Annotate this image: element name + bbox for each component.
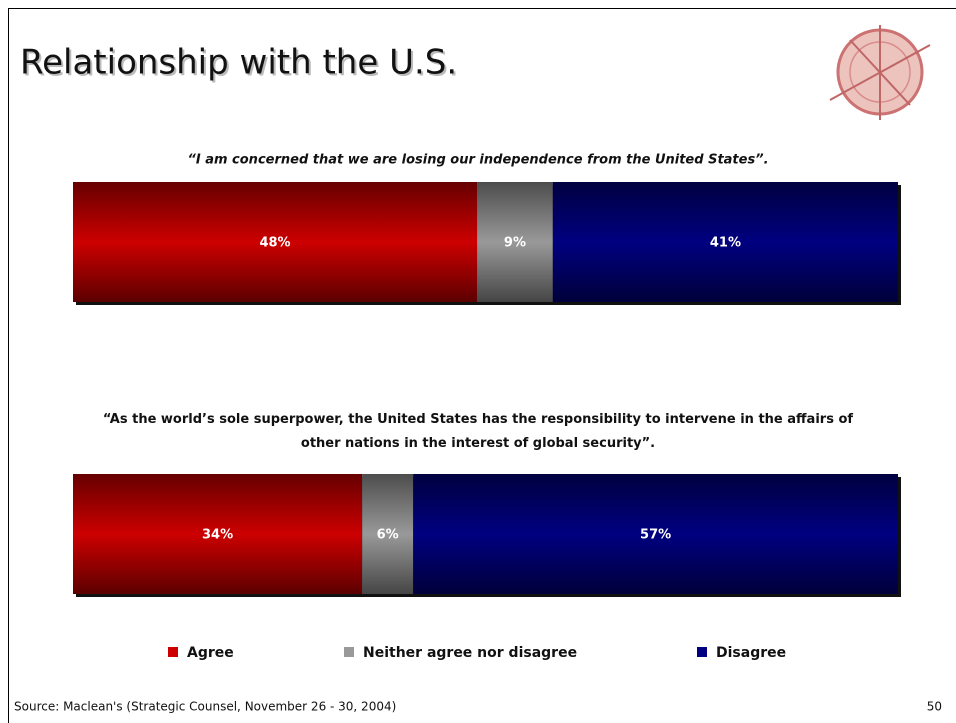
data-label: 6% xyxy=(377,528,399,543)
legend-label: Disagree xyxy=(716,645,786,661)
data-label: 41% xyxy=(710,236,741,251)
bar-shading xyxy=(552,182,898,302)
page-number: 50 xyxy=(927,700,942,714)
data-label: 48% xyxy=(259,236,290,251)
source: Source: Maclean's (Strategic Counsel, No… xyxy=(14,700,396,714)
legend-swatch xyxy=(697,647,707,657)
legend-swatch xyxy=(344,647,354,657)
legend-label: Neither agree nor disagree xyxy=(363,645,577,661)
chart-title: “I am concerned that we are losing our i… xyxy=(187,153,768,168)
slide-border xyxy=(8,8,956,723)
data-label: 57% xyxy=(640,528,671,543)
logo xyxy=(829,25,931,120)
data-label: 9% xyxy=(504,236,526,251)
bar-shading xyxy=(413,474,898,594)
bar-shading xyxy=(362,474,414,594)
data-label: 34% xyxy=(202,528,233,543)
bar-shading xyxy=(477,182,553,302)
bar-shading xyxy=(73,182,478,302)
title-shadow: Relationship with the U.S. xyxy=(22,45,459,85)
title: Relationship with the U.S. xyxy=(20,43,457,83)
legend-label: Agree xyxy=(187,645,234,661)
legend-swatch xyxy=(168,647,178,657)
bar-shading xyxy=(73,474,363,594)
chart-title: “As the world’s sole superpower, the Uni… xyxy=(102,412,854,451)
